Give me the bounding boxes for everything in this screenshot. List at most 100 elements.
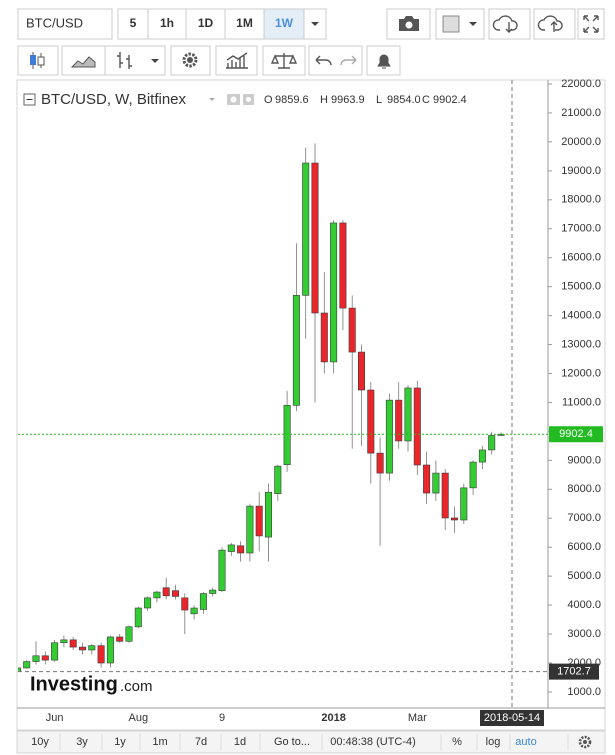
y-tick-label: 14000.0 [561, 310, 601, 322]
candle-body [60, 639, 68, 644]
candle-body [41, 655, 49, 661]
interval-button[interactable] [147, 8, 187, 40]
crosshair-price-box [549, 663, 599, 680]
ohlc-value: 9963.9 [331, 94, 365, 106]
color-swatch [442, 15, 460, 33]
candle-body [432, 472, 440, 494]
y-tick-label: 13000.0 [561, 338, 601, 350]
legend-title: BTC/USD, W, Bitfinex [41, 91, 187, 108]
plot-area [18, 143, 505, 672]
ohlc-value: 9854.0 [387, 94, 421, 106]
alert-icon [377, 54, 391, 69]
y-tick-label: 6000.0 [567, 541, 601, 553]
candle-body [144, 597, 152, 609]
candle-body [330, 222, 338, 363]
candle-body [274, 465, 282, 494]
scale-option[interactable]: % [452, 736, 462, 748]
candle-body [395, 399, 403, 442]
candle-body [460, 487, 468, 521]
interval-label: 1M [236, 16, 253, 30]
interval-button[interactable] [117, 8, 149, 40]
scale-option[interactable]: log [486, 736, 501, 748]
legend-dropdown [209, 98, 215, 101]
ohlc-value: 9902.4 [433, 94, 467, 106]
candle-icon-body [37, 56, 45, 66]
fullscreen-button[interactable] [577, 8, 605, 40]
candle-icon-body [30, 55, 36, 65]
candle-body [469, 461, 477, 489]
candle-body [357, 351, 365, 391]
y-tick-label: 21000.0 [561, 107, 601, 119]
area-icon [70, 56, 96, 68]
y-tick-label: 12000.0 [561, 367, 601, 379]
candle-body [376, 452, 384, 474]
bottom-settings[interactable] [578, 735, 592, 749]
bar-icon [117, 52, 132, 69]
gear-hub [583, 740, 587, 744]
symbol-box[interactable] [17, 8, 113, 40]
y-tick-label: 16000.0 [561, 252, 601, 264]
goto-button[interactable]: Go to... [274, 736, 310, 748]
range-button[interactable]: 7d [195, 736, 207, 748]
candle-body [209, 589, 217, 594]
candle-body [497, 433, 505, 436]
candle-body [311, 162, 319, 314]
y-tick-label: 18000.0 [561, 194, 601, 206]
range-button[interactable]: 1m [152, 736, 167, 748]
dropdown-arrow [311, 22, 319, 26]
crosshair-date-label: 2018-05-14 [484, 712, 540, 724]
candle-body [292, 295, 300, 406]
indicators-button[interactable] [215, 45, 258, 76]
scale-option[interactable]: auto [515, 736, 536, 748]
gear-icon [182, 52, 198, 68]
color-button[interactable] [435, 8, 485, 40]
range-button[interactable]: 1y [114, 736, 126, 748]
y-tick-label: 19000.0 [561, 165, 601, 177]
interval-button[interactable] [263, 8, 305, 40]
y-tick-label: 9000.0 [567, 454, 601, 466]
candle-body [264, 491, 272, 538]
candle-body [23, 661, 31, 669]
watermark-suffix: .com [120, 678, 153, 695]
candle-body [404, 387, 412, 442]
clock: 00:48:38 (UTC-4) [330, 736, 416, 748]
crosshair-date-box [480, 710, 544, 726]
range-button[interactable]: 10y [31, 736, 49, 748]
candle-body [199, 593, 207, 610]
range-button[interactable]: 1d [234, 736, 246, 748]
interval-label: 1D [198, 16, 214, 30]
candle-body [51, 642, 59, 661]
cloud-download-icon [492, 15, 518, 33]
redo-icon [340, 55, 357, 66]
area-type-button[interactable] [61, 45, 106, 76]
candle-body [423, 464, 431, 494]
candle-body [283, 405, 291, 465]
candle-body [69, 639, 77, 648]
x-tick-label: Jun [46, 712, 64, 724]
fullscreen-icon [583, 15, 599, 33]
scales-icon [270, 53, 298, 69]
ohlc-key: L [376, 94, 382, 106]
candle-body [441, 472, 449, 519]
chart-frame [16, 79, 606, 731]
y-tick-label: 3000.0 [567, 628, 601, 640]
candle-body [450, 517, 458, 521]
candle-body [125, 626, 133, 642]
candle-body [181, 597, 189, 611]
candle-body [367, 389, 375, 454]
candle-body [302, 162, 310, 296]
interval-button[interactable] [185, 8, 226, 40]
interval-label: 5 [130, 16, 137, 30]
ohlc-key: C [422, 94, 430, 106]
ohlc-key: H [320, 94, 328, 106]
last-price-label: 9902.4 [559, 428, 593, 440]
x-tick-label: Aug [129, 712, 149, 724]
range-button[interactable]: 3y [76, 736, 88, 748]
last-price-box [549, 426, 603, 443]
candle-body [18, 667, 21, 672]
interval-label: 1W [275, 16, 294, 30]
interval-button[interactable] [224, 8, 265, 40]
undo-icon [315, 55, 332, 66]
x-tick-label: 9 [219, 712, 225, 724]
